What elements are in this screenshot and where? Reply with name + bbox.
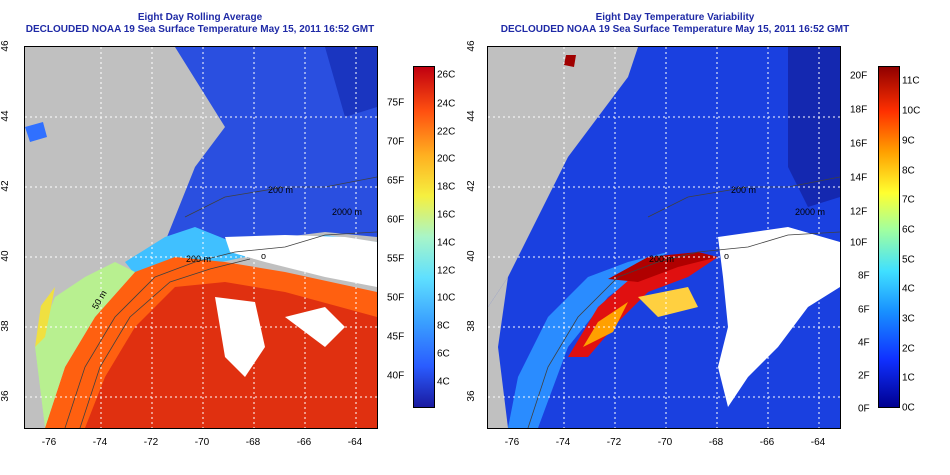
cb-c-1: 1C (902, 372, 915, 384)
y-tick-42: 42 (466, 180, 478, 192)
x-tick-72: -72 (143, 437, 159, 448)
left-colorbar (413, 66, 435, 408)
cb-f-18: 18F (850, 104, 868, 116)
y-tick-38: 38 (466, 320, 478, 332)
x-tick-74: -74 (555, 437, 571, 448)
x-tick-66: -66 (759, 437, 775, 448)
cb-c-24: 24C (437, 98, 456, 110)
right-map-subtitle: DECLOUDED NOAA 19 Sea Surface Temperatur… (500, 24, 850, 35)
x-tick-68: -68 (245, 437, 261, 448)
cb-f-12: 12F (850, 206, 868, 218)
cb-c-18: 18C (437, 181, 456, 193)
contour-label-200m-a: 200 m (268, 185, 293, 195)
cb-f-14: 14F (850, 172, 868, 184)
cb-f-10: 10F (850, 237, 868, 249)
cb-c-26: 26C (437, 69, 456, 81)
contour-label-200m-b: 200 m (186, 254, 211, 264)
cb-f-70: 70F (387, 136, 405, 148)
cb-c-6: 6C (902, 224, 915, 236)
contour-label-200m-a: 200 m (731, 185, 756, 195)
y-tick-38: 38 (0, 320, 12, 332)
cb-f-60: 60F (387, 214, 405, 226)
cb-f-75: 75F (387, 97, 405, 109)
buoy-marker: o (261, 251, 266, 261)
y-tick-36: 36 (0, 390, 12, 402)
y-tick-46: 46 (466, 40, 478, 52)
y-tick-40: 40 (0, 250, 12, 262)
x-tick-76: -76 (504, 437, 520, 448)
cb-c-11: 11C (902, 75, 920, 87)
cb-c-10: 10C (437, 292, 456, 304)
cb-f-16: 16F (850, 138, 868, 150)
cb-c-0: 0C (902, 402, 915, 414)
contour-label-2000m: 2000 m (332, 207, 362, 217)
cb-c-9: 9C (902, 135, 915, 147)
cb-c-8: 8C (437, 320, 450, 332)
x-tick-64: -64 (347, 437, 363, 448)
cb-f-6: 6F (858, 304, 870, 316)
x-tick-72: -72 (606, 437, 622, 448)
cb-c-8: 8C (902, 165, 915, 177)
x-tick-68: -68 (708, 437, 724, 448)
cb-c-5: 5C (902, 254, 915, 266)
left-map-panel: Eight Day Rolling Average DECLOUDED NOAA… (0, 12, 456, 448)
right-colorbar (878, 66, 900, 408)
contour-label-200m-b: 200 m (649, 254, 674, 264)
cb-c-4: 4C (902, 283, 915, 295)
left-map-title: Eight Day Rolling Average (137, 12, 263, 23)
cb-f-40: 40F (387, 370, 405, 382)
y-tick-46: 46 (0, 40, 12, 52)
cb-c-22: 22C (437, 126, 456, 138)
cb-f-55: 55F (387, 253, 405, 265)
left-map-subtitle: DECLOUDED NOAA 19 Sea Surface Temperatur… (25, 24, 375, 35)
right-map-title: Eight Day Temperature Variability (595, 12, 755, 23)
cb-c-7: 7C (902, 194, 915, 206)
x-tick-76: -76 (41, 437, 57, 448)
right-variability-map: 2000 m 200 m 200 m o (487, 46, 841, 429)
cb-f-4: 4F (858, 337, 870, 349)
cb-c-20: 20C (437, 153, 456, 165)
x-tick-70: -70 (194, 437, 210, 448)
cb-f-20: 20F (850, 70, 868, 82)
cb-c-12: 12C (437, 265, 456, 277)
x-tick-74: -74 (92, 437, 108, 448)
x-tick-66: -66 (296, 437, 312, 448)
y-tick-42: 42 (0, 180, 12, 192)
contour-label-2000m: 2000 m (795, 207, 825, 217)
y-tick-36: 36 (466, 390, 478, 402)
cb-f-0: 0F (858, 403, 870, 415)
cb-f-2: 2F (858, 370, 870, 382)
y-tick-44: 44 (0, 110, 12, 122)
cb-c-6: 6C (437, 348, 450, 360)
left-sst-map: 2000 m 200 m 200 m 50 m o (24, 46, 378, 429)
y-tick-40: 40 (466, 250, 478, 262)
cb-f-8: 8F (858, 270, 870, 282)
right-map-panel: Eight Day Temperature Variability DECLOU… (466, 0, 950, 475)
x-tick-64: -64 (810, 437, 826, 448)
y-tick-44: 44 (466, 110, 478, 122)
buoy-marker: o (724, 251, 729, 261)
cb-c-10: 10C (902, 105, 921, 117)
cb-c-3: 3C (902, 313, 915, 325)
cb-f-65: 65F (387, 175, 405, 187)
x-tick-70: -70 (657, 437, 673, 448)
cb-c-4: 4C (437, 376, 450, 388)
cb-c-2: 2C (902, 343, 915, 355)
cb-f-50: 50F (387, 292, 405, 304)
cb-c-16: 16C (437, 209, 456, 221)
cb-f-45: 45F (387, 331, 405, 343)
cb-c-14: 14C (437, 237, 456, 249)
